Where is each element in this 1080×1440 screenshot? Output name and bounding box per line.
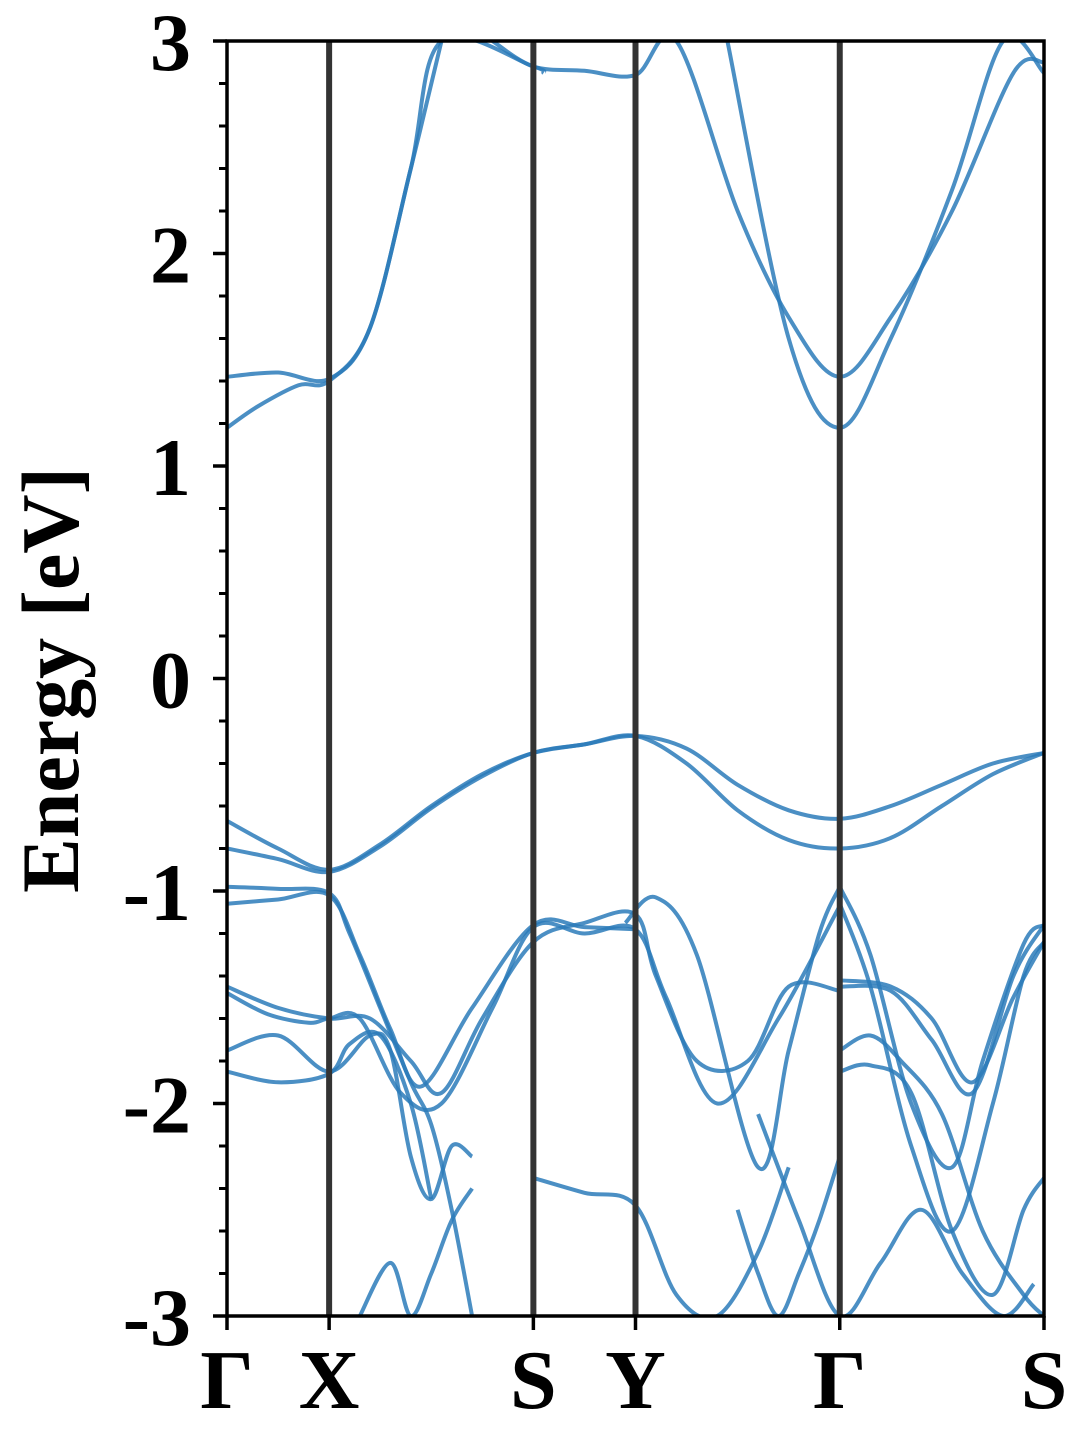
band-13: [532, 1166, 791, 1316]
x-tick-label-0: Γ: [200, 1334, 253, 1427]
band-20: [839, 1062, 1044, 1297]
y-tick-label: 0: [150, 635, 191, 726]
band-23: [358, 1187, 474, 1316]
x-tick-label-2: S: [510, 1334, 557, 1427]
band-4: [725, 41, 1044, 430]
y-tick-label: -1: [123, 847, 191, 938]
band-3: [491, 41, 1044, 379]
y-axis-ticks: -3 -2 -1 0 1 2 3: [123, 0, 227, 1363]
band-1: [227, 41, 547, 384]
high-symmetry-lines: [326, 41, 843, 1316]
plot-frame: [225, 39, 1046, 1318]
y-tick-label: 3: [150, 0, 191, 88]
band-19: [838, 1033, 1044, 1316]
band-12: [227, 1029, 434, 1200]
x-tick-label-4: Γ: [813, 1334, 866, 1427]
band-18: [839, 941, 1044, 1085]
y-tick-label: -3: [123, 1272, 191, 1363]
x-tick-label-3: Y: [605, 1334, 666, 1427]
band-21: [756, 1113, 1036, 1316]
band-11: [227, 1031, 474, 1202]
band-8: [227, 889, 636, 1089]
band-17: [839, 923, 1044, 1097]
band-10: [227, 904, 842, 1113]
y-tick-label: 1: [150, 422, 191, 513]
x-tick-label-5: S: [1021, 1334, 1068, 1427]
band-22: [735, 1155, 842, 1316]
band-14: [623, 885, 842, 1172]
band-2: [227, 41, 444, 430]
y-tick-label: -2: [123, 1060, 191, 1151]
x-tick-label-1: X: [299, 1334, 360, 1427]
y-axis-label: Energy [eV]: [5, 467, 96, 893]
y-tick-label: 2: [150, 210, 191, 301]
band-15: [837, 885, 1044, 1171]
band-7: [227, 884, 475, 1316]
